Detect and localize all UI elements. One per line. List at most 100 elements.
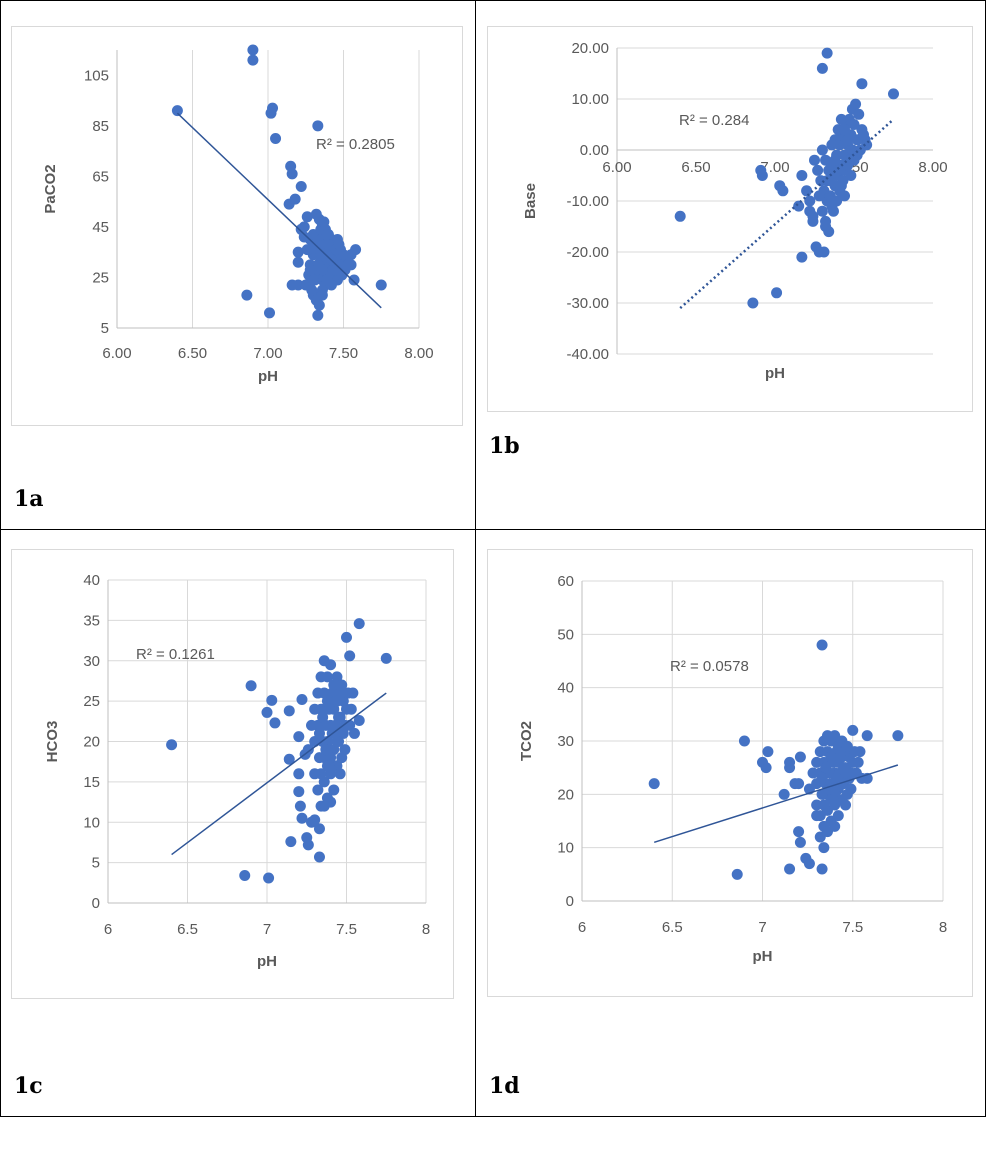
data-point: [333, 239, 345, 251]
data-point: [839, 190, 851, 202]
data-point: [731, 868, 743, 880]
chart-frame: [11, 26, 463, 426]
data-point: [835, 180, 847, 192]
data-point: [309, 703, 321, 715]
data-point: [171, 105, 183, 117]
data-point: [312, 784, 324, 796]
x-tick-label: 6: [104, 921, 112, 938]
data-point: [344, 650, 356, 662]
data-point: [380, 652, 392, 664]
y-tick-label: 105: [84, 67, 109, 84]
data-point: [312, 687, 324, 699]
data-point: [777, 185, 789, 197]
x-axis-title: pH: [753, 948, 773, 965]
data-point: [348, 727, 360, 739]
y-tick-label: -40.00: [566, 346, 609, 363]
data-point: [674, 210, 686, 222]
data-point: [803, 858, 815, 870]
data-point: [793, 200, 805, 212]
x-tick-label: 7.50: [329, 345, 358, 362]
data-point: [320, 744, 332, 756]
data-point: [321, 274, 333, 286]
data-point: [850, 98, 862, 110]
x-axis-title: pH: [257, 953, 277, 970]
x-tick-label: 7: [758, 919, 766, 936]
y-tick-label: 60: [557, 573, 574, 590]
y-tick-label: 5: [92, 855, 100, 872]
y-tick-label: 40: [83, 572, 100, 589]
data-point: [292, 279, 304, 291]
data-point: [796, 251, 808, 263]
data-point: [847, 724, 859, 736]
data-point: [313, 299, 325, 311]
data-point: [306, 284, 318, 296]
grid-divider-horizontal: [0, 529, 986, 530]
y-tick-label: -30.00: [566, 295, 609, 312]
x-tick-label: 7.5: [336, 921, 357, 938]
data-point: [307, 274, 319, 286]
data-point: [341, 631, 352, 643]
data-point: [293, 731, 305, 743]
data-point: [241, 289, 253, 301]
x-tick-label: 6.5: [662, 919, 683, 936]
data-point: [321, 695, 333, 707]
trendline: [653, 764, 899, 844]
data-point: [821, 175, 833, 187]
panel-label-1b: 1b: [489, 433, 520, 459]
data-point: [829, 154, 841, 166]
y-tick-label: 0: [566, 893, 574, 910]
data-point: [313, 752, 325, 764]
y-tick-label: 40: [557, 680, 574, 697]
data-point: [302, 839, 314, 851]
data-point: [821, 730, 833, 742]
data-point: [818, 246, 830, 258]
data-point: [323, 760, 335, 772]
x-tick-label: 8: [939, 919, 947, 936]
data-point: [325, 796, 337, 808]
data-point: [312, 120, 324, 132]
data-point: [827, 205, 839, 217]
chart-1a: 5 25 45 65 85 105 6.00 6.50 7.00 7.50 8.00 pH PaCO2 R…: [11, 26, 463, 426]
x-tick-label: 6.50: [178, 345, 207, 362]
data-point: [166, 739, 178, 751]
y-tick-label: 50: [557, 626, 574, 643]
data-point: [348, 274, 360, 286]
data-point: [811, 756, 823, 768]
data-point: [762, 746, 774, 758]
data-point: [247, 54, 259, 66]
data-point: [778, 788, 790, 800]
data-point: [816, 144, 828, 156]
x-tick-label: 7.00: [253, 345, 282, 362]
data-point: [345, 703, 357, 715]
data-point: [304, 264, 316, 276]
data-point: [353, 618, 365, 630]
data-point: [845, 170, 857, 181]
data-point: [820, 762, 832, 774]
data-point: [296, 694, 308, 706]
x-tick-label: 7.00: [760, 159, 789, 176]
chart-frame: [11, 549, 454, 999]
data-point: [851, 149, 863, 161]
data-point: [834, 751, 846, 763]
data-point: [856, 78, 868, 90]
data-point: [840, 799, 852, 811]
r-squared-label: R² = 0.2805: [316, 136, 395, 153]
data-point: [298, 231, 310, 243]
data-point: [832, 810, 844, 822]
data-point: [888, 88, 899, 100]
y-tick-label: 20: [83, 734, 100, 751]
trendline: [176, 112, 382, 309]
data-point: [330, 264, 342, 276]
chart-1d: 0 10 20 30 40 50 60 6 6.5 7 7.5 8 pH TCO2 R² = 0.0578: [487, 549, 973, 997]
data-point: [293, 768, 305, 780]
data-point: [313, 851, 325, 863]
x-tick-label: 6.5: [177, 921, 198, 938]
y-tick-label: 20.00: [571, 40, 609, 57]
data-point: [784, 762, 796, 774]
data-point: [853, 108, 865, 120]
y-tick-label: 10.00: [571, 91, 609, 108]
data-point: [813, 190, 825, 202]
grid-divider-vertical: [475, 0, 476, 1117]
y-tick-label: -10.00: [566, 193, 609, 210]
data-point: [861, 139, 873, 151]
